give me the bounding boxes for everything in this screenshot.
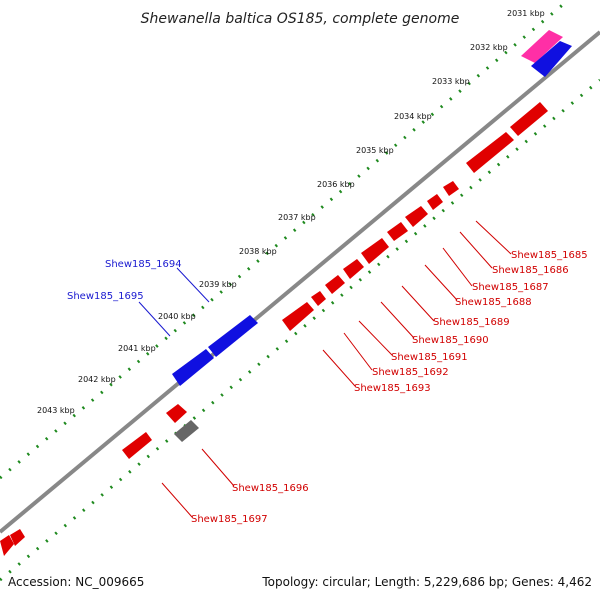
blue-gene-labels: Shew185_1694 Shew185_1695 [67, 259, 182, 302]
kbp-label: 2032 kbp [470, 43, 508, 52]
gene-label[interactable]: Shew185_1688 [455, 297, 532, 308]
gene-shew185-1691[interactable] [325, 275, 345, 294]
gene-red[interactable] [510, 102, 548, 136]
gene-label[interactable]: Shew185_1689 [433, 317, 510, 328]
gene-shew185-1692[interactable] [311, 291, 326, 306]
gene-label[interactable]: Shew185_1697 [191, 514, 268, 525]
gene-blue[interactable] [531, 41, 572, 77]
inner-tick-track [0, 78, 600, 582]
kbp-label: 2040 kbp [158, 312, 196, 321]
forward-strand-genes [0, 102, 548, 556]
kbp-label: 2038 kbp [239, 247, 277, 256]
genome-backbone [0, 30, 600, 534]
gene-label[interactable]: Shew185_1695 [67, 291, 144, 302]
accession-text: Accession: NC_009665 [8, 575, 144, 589]
outer-tick-track [0, 0, 567, 480]
kbp-label: 2035 kbp [356, 146, 394, 155]
kbp-label: 2041 kbp [118, 344, 156, 353]
kbp-labels: 2031 kbp 2032 kbp 2033 kbp 2034 kbp 2035… [37, 9, 545, 415]
gene-shew185-1685[interactable] [443, 181, 459, 196]
pseudo-gene-gray[interactable] [174, 420, 199, 442]
kbp-label: 2034 kbp [394, 112, 432, 121]
gene-shew185-1686[interactable] [427, 194, 443, 210]
gene-shew185-1687[interactable] [405, 206, 428, 227]
gene-label[interactable]: Shew185_1690 [412, 335, 489, 346]
gene-shew185-1690[interactable] [343, 259, 364, 279]
red-leader-lines [161, 220, 512, 518]
kbp-label: 2042 kbp [78, 375, 116, 384]
gene-red[interactable] [466, 132, 514, 173]
kbp-label: 2031 kbp [507, 9, 545, 18]
kbp-label: 2043 kbp [37, 406, 75, 415]
gene-shew185-1695[interactable] [172, 349, 214, 386]
kbp-label: 2036 kbp [317, 180, 355, 189]
gene-label[interactable]: Shew185_1692 [372, 367, 449, 378]
gene-label[interactable]: Shew185_1691 [391, 352, 468, 363]
gene-red-edge[interactable] [0, 535, 14, 556]
kbp-label: 2033 kbp [432, 77, 470, 86]
red-gene-labels: Shew185_1685 Shew185_1686 Shew185_1687 S… [191, 250, 588, 525]
gene-shew185-1694[interactable] [208, 315, 258, 357]
gene-shew185-1693[interactable] [282, 302, 314, 331]
kbp-label: 2039 kbp [199, 280, 237, 289]
topology-text: Topology: circular; Length: 5,229,686 bp… [261, 575, 592, 589]
kbp-label: 2037 kbp [278, 213, 316, 222]
reverse-strand-genes [172, 30, 572, 386]
gene-red-edge[interactable] [10, 529, 25, 546]
gene-shew185-1688[interactable] [387, 222, 408, 241]
gene-shew185-1696[interactable] [166, 404, 187, 423]
gene-label[interactable]: Shew185_1686 [492, 265, 569, 276]
blue-leader-lines [138, 267, 210, 337]
map-title: Shewanella baltica OS185, complete genom… [141, 11, 460, 27]
gene-label[interactable]: Shew185_1685 [511, 250, 588, 261]
gene-label[interactable]: Shew185_1687 [472, 282, 549, 293]
rna-gene-pink[interactable] [521, 30, 563, 63]
gene-label[interactable]: Shew185_1694 [105, 259, 182, 270]
gene-shew185-1697[interactable] [122, 432, 152, 459]
gene-label[interactable]: Shew185_1693 [354, 383, 431, 394]
gene-shew185-1689[interactable] [361, 238, 389, 264]
gene-label[interactable]: Shew185_1696 [232, 483, 309, 494]
